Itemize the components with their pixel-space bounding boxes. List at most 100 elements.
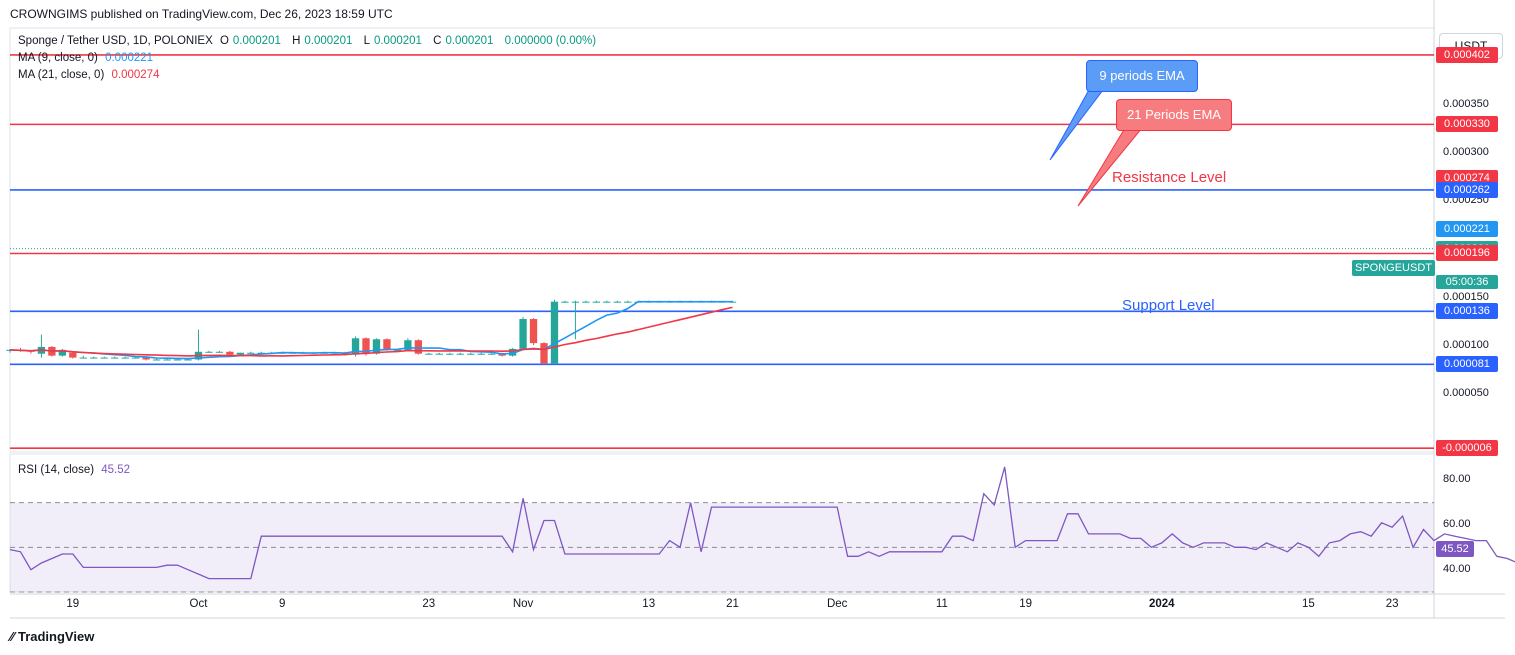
candle-body-9 — [100, 357, 108, 359]
symbol-tag: SPONGEUSDT — [1352, 260, 1435, 276]
candle-body-56 — [592, 301, 601, 303]
candle-body-42 — [446, 353, 454, 355]
candle-body-13 — [142, 357, 150, 360]
symbol-title: Sponge / Tether USD, 1D, POLONIEX — [18, 35, 213, 47]
candle-body-46 — [487, 353, 496, 355]
time-tick: Nov — [512, 598, 534, 610]
time-tick: 15 — [1301, 598, 1315, 610]
price-tick: 0.000100 — [1443, 339, 1489, 351]
price-tick: 0.000300 — [1443, 146, 1489, 159]
candle-body-41 — [435, 353, 443, 355]
time-tick: Dec — [826, 598, 848, 610]
candle-body-33 — [351, 338, 360, 355]
tradingview-logo: ⁄⁄ TradingView — [10, 629, 95, 644]
candle-body-10 — [111, 357, 119, 359]
support-label: Support Level — [1122, 297, 1215, 314]
moving-averages — [9, 300, 733, 360]
candle-body-14 — [152, 359, 161, 361]
candle-body-17 — [184, 359, 192, 361]
rsi-tick: 60.00 — [1443, 518, 1471, 530]
candle-body-48 — [508, 348, 517, 356]
candle-body-51 — [540, 343, 548, 364]
time-tick: 23 — [1385, 598, 1399, 610]
resistance-label: Resistance Level — [1112, 169, 1227, 186]
time-tick: 13 — [642, 598, 656, 610]
candle-body-16 — [173, 359, 182, 361]
candle-body-23 — [247, 352, 255, 354]
symbol-legend: Sponge / Tether USD, 1D, POLONIEX O 0.000… — [18, 35, 600, 47]
candle-body-59 — [624, 301, 632, 303]
price-pill: 0.000262 — [1436, 181, 1498, 198]
time-tick: 9 — [279, 598, 286, 610]
candle-body-19 — [205, 351, 213, 353]
candle-body-54 — [571, 301, 580, 303]
rsi-label: RSI (14, close) — [18, 464, 95, 476]
candle-body-35 — [372, 339, 381, 354]
price-pill: 0.000196 — [1436, 245, 1498, 262]
ohlc-change: 0.000000 (0.00%) — [504, 35, 597, 47]
candle-body-52 — [550, 301, 559, 364]
price-pill: 0.000136 — [1436, 303, 1498, 320]
ma21-label: MA (21, close, 0) — [18, 69, 105, 81]
price-pill: 0.000221 — [1436, 221, 1498, 238]
candle-body-5 — [58, 349, 67, 356]
time-tick: 2024 — [1148, 598, 1175, 610]
ema9-callout: 9 periods EMA — [1086, 60, 1198, 92]
rsi-line — [9, 466, 1515, 580]
candle-body-40 — [425, 353, 433, 355]
rsi-panel — [9, 466, 1515, 593]
candle-body-15 — [163, 359, 171, 361]
candle-body-11 — [121, 357, 129, 359]
candle-body-22 — [236, 352, 245, 355]
price-tick: 0.000350 — [1443, 98, 1489, 111]
candle-body-7 — [79, 357, 87, 359]
candle-body-12 — [131, 357, 140, 359]
ohlc-close: C 0.000201 — [433, 35, 494, 47]
ohlc-low: L 0.000201 — [363, 35, 422, 47]
time-tick: 23 — [422, 598, 436, 610]
candle-body-58 — [613, 301, 621, 303]
time-tick: 19 — [66, 598, 80, 610]
candle-body-38 — [404, 340, 412, 350]
ohlc-high: H 0.000201 — [292, 35, 353, 47]
candle-body-50 — [529, 319, 538, 344]
ma21-line — [9, 306, 733, 357]
rsi-value: 45.52 — [101, 464, 131, 476]
tv-logo-icon: ⁄⁄ — [10, 629, 15, 644]
candle-body-45 — [477, 353, 485, 355]
price-pill: -0.000006 — [1436, 440, 1498, 457]
candle-body-37 — [393, 349, 402, 351]
candle-body-24 — [257, 352, 265, 354]
candle-body-57 — [603, 301, 611, 303]
price-pill: 0.000081 — [1436, 356, 1498, 373]
candle-body-34 — [362, 338, 370, 354]
candle-body-55 — [582, 301, 590, 303]
ma9-label: MA (9, close, 0) — [18, 52, 98, 64]
countdown-pill: 05:00:36 — [1436, 275, 1498, 289]
candle-body-21 — [226, 351, 234, 355]
candle-body-49 — [519, 319, 527, 349]
price-pill: 0.000330 — [1436, 116, 1498, 133]
time-tick: Oct — [189, 598, 208, 610]
time-tick: 11 — [935, 598, 948, 610]
ma9-line — [9, 300, 733, 360]
ohlc-open: O 0.000201 — [219, 35, 281, 47]
candle-body-20 — [215, 351, 224, 353]
candle-body-8 — [90, 357, 98, 359]
price-pill: 0.000402 — [1436, 46, 1498, 63]
ma21-value: 0.000274 — [111, 69, 160, 81]
candle-body-53 — [561, 301, 569, 303]
rsi-tick: 40.00 — [1443, 562, 1471, 575]
price-tick: 0.000150 — [1443, 290, 1489, 303]
price-pane-frame — [9, 27, 1435, 453]
ma9-legend: MA (9, close, 0) 0.000221 — [18, 52, 157, 64]
rsi-tick: 80.00 — [1443, 473, 1471, 486]
candle-body-44 — [467, 353, 475, 355]
ma21-legend: MA (21, close, 0) 0.000274 — [18, 69, 163, 81]
ema21-callout: 21 Periods EMA — [1116, 99, 1232, 131]
candle-body-6 — [69, 352, 77, 358]
candle-body-43 — [456, 353, 464, 355]
price-tick: 0.000050 — [1443, 387, 1489, 400]
rsi-legend: RSI (14, close) 45.52 — [18, 464, 134, 476]
